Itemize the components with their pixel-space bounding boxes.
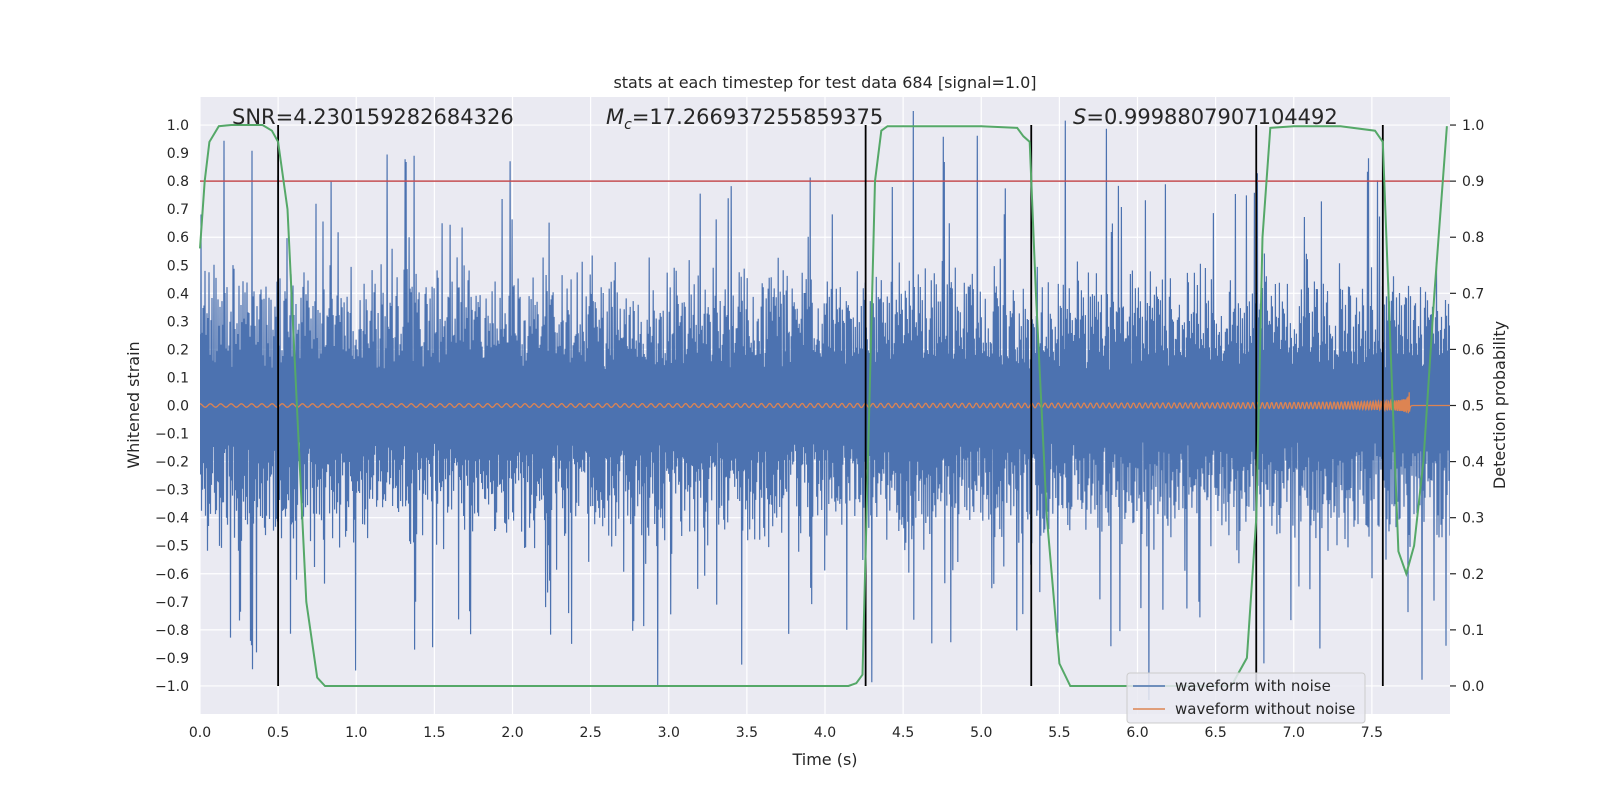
- snr-annotation: SNR=4.230159282684326: [232, 105, 514, 129]
- y2-tick-label: 0.1: [1462, 623, 1484, 639]
- legend-label-clean: waveform without noise: [1175, 700, 1355, 718]
- x-tick-label: 3.5: [736, 725, 758, 741]
- chirp-mass-subscript: c: [624, 117, 632, 133]
- chirp-mass-symbol: M: [606, 105, 624, 129]
- y-tick-label: 0.7: [167, 202, 189, 218]
- series-clean: [200, 392, 1413, 414]
- y-tick-label: 0.4: [167, 286, 189, 302]
- y2-tick-label: 0.3: [1462, 511, 1484, 527]
- y-tick-label: 0.1: [167, 370, 189, 386]
- x-axis-label: Time (s): [791, 750, 857, 769]
- y-tick-label: 0.5: [167, 258, 189, 274]
- y2-axis-label: Detection probability: [1490, 321, 1509, 489]
- x-tick-label: 6.5: [1204, 725, 1226, 741]
- x-tick-label: 1.5: [423, 725, 445, 741]
- s-annotation: S=0.9998807907104492: [1073, 105, 1338, 129]
- y-tick-label: −0.3: [155, 483, 189, 499]
- x-tick-label: 2.0: [501, 725, 523, 741]
- legend-label-noise: waveform with noise: [1175, 677, 1331, 695]
- y-tick-label: −0.2: [155, 455, 189, 471]
- x-tick-label: 0.0: [189, 725, 211, 741]
- y-tick-label: −0.9: [155, 651, 189, 667]
- y-tick-label: −0.6: [155, 567, 189, 583]
- y2-tick-label: 0.4: [1462, 455, 1484, 471]
- y-tick-label: −1.0: [155, 679, 189, 695]
- y-tick-label: 0.2: [167, 342, 189, 358]
- y2-tick-label: 0.8: [1462, 230, 1484, 246]
- y2-tick-label: 1.0: [1462, 118, 1484, 134]
- y2-tick-label: 0.7: [1462, 286, 1484, 302]
- y-axis-label: Whitened strain: [124, 341, 143, 468]
- y-tick-label: 0.0: [167, 399, 189, 415]
- x-axis-ticks: 0.0 0.5 1.0 1.5 2.0 2.5 3.0 3.5 4.0 4.5 5.0 5.5 6.0 6…: [189, 725, 1383, 741]
- x-tick-label: 4.0: [814, 725, 836, 741]
- chirp-mass-value: =17.266937255859375: [632, 105, 883, 129]
- x-tick-label: 7.5: [1361, 725, 1383, 741]
- y-tick-label: −0.5: [155, 539, 189, 555]
- y-tick-label: 0.9: [167, 146, 189, 162]
- clean-series: [200, 392, 1450, 414]
- vertical-markers: [277, 125, 1384, 686]
- y-tick-label: −0.7: [155, 595, 189, 611]
- y-tick-label: −0.4: [155, 511, 189, 527]
- y2-tick-label: 0.5: [1462, 399, 1484, 415]
- y-tick-label: 1.0: [167, 118, 189, 134]
- y-tick-label: 0.3: [167, 314, 189, 330]
- chirp-mass-annotation: Mc=17.266937255859375: [606, 105, 883, 133]
- y2-tick-label: 0.0: [1462, 679, 1484, 695]
- y2-tick-label: 0.9: [1462, 174, 1484, 190]
- probability-series: [199, 124, 1448, 687]
- x-tick-label: 6.0: [1126, 725, 1148, 741]
- y-tick-label: −0.1: [155, 427, 189, 443]
- y-axis-ticks: 1.0 0.9 0.8 0.7 0.6 0.5 0.4 0.3 0.2 0.1 0.0 −0.1 −0.…: [155, 118, 189, 695]
- series-noise: [200, 110, 1450, 701]
- y-tick-label: 0.6: [167, 230, 189, 246]
- y2-tick-label: 0.6: [1462, 342, 1484, 358]
- x-tick-label: 2.5: [579, 725, 601, 741]
- x-tick-label: 0.5: [267, 725, 289, 741]
- chart-title: stats at each timestep for test data 684…: [613, 73, 1036, 92]
- y2-tick-label: 0.2: [1462, 567, 1484, 583]
- y-tick-label: −0.8: [155, 623, 189, 639]
- x-tick-label: 7.0: [1283, 725, 1305, 741]
- x-tick-label: 1.0: [345, 725, 367, 741]
- s-value: =0.9998807907104492: [1086, 105, 1337, 129]
- y2-axis-ticks: 1.0 0.9 0.8 0.7 0.6 0.5 0.4 0.3 0.2 0.1 0.0: [1450, 118, 1484, 695]
- noise-series: [200, 110, 1450, 701]
- legend-frame: [1126, 672, 1366, 724]
- series-probability: [199, 124, 1448, 687]
- s-symbol: S: [1073, 105, 1086, 129]
- x-tick-label: 5.5: [1048, 725, 1070, 741]
- legend: waveform with noise waveform without noi…: [1126, 672, 1366, 724]
- y-tick-label: 0.8: [167, 174, 189, 190]
- x-tick-label: 3.0: [658, 725, 680, 741]
- x-tick-label: 5.0: [970, 725, 992, 741]
- x-tick-label: 4.5: [892, 725, 914, 741]
